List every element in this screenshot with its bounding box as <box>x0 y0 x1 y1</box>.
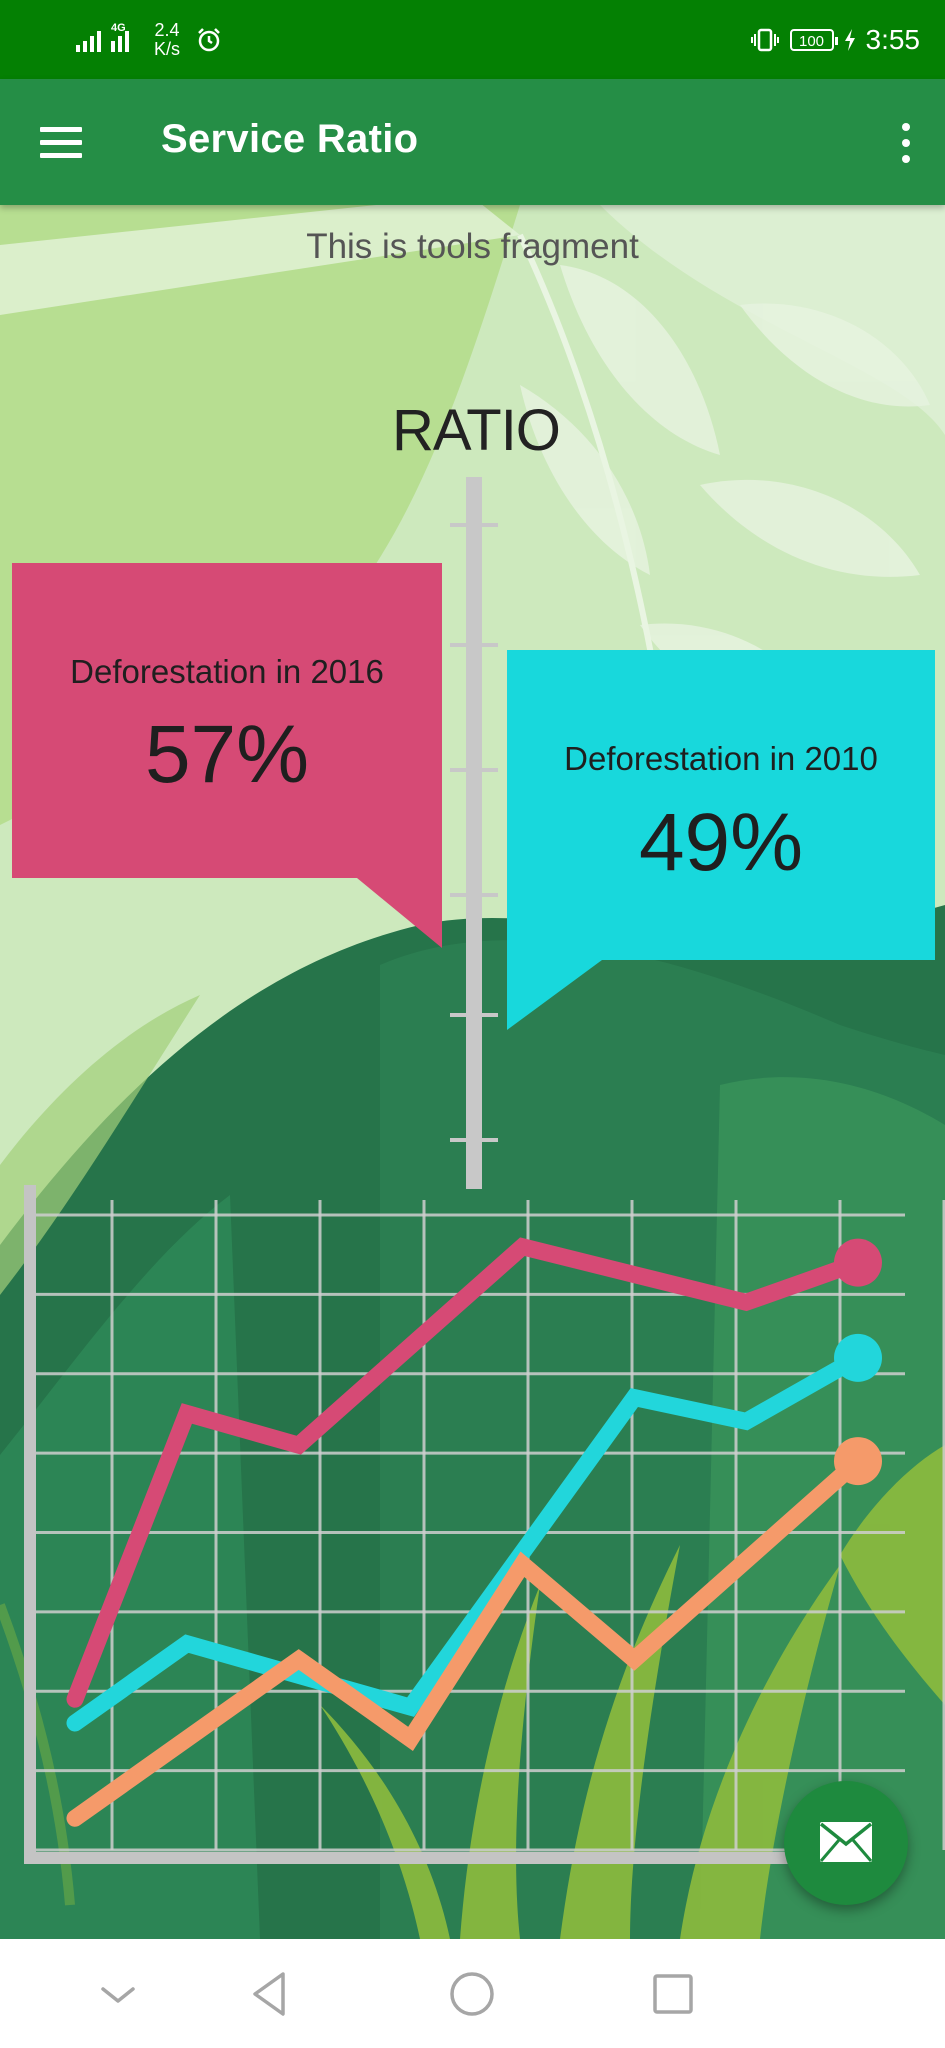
callout-2016: Deforestation in 2016 57% <box>12 563 442 948</box>
callout-2010: Deforestation in 2010 49% <box>507 650 935 1030</box>
recents-icon[interactable] <box>646 1967 700 2021</box>
series-endpoint-3 <box>834 1437 882 1486</box>
home-icon[interactable] <box>445 1967 499 2021</box>
fragment-text: This is tools fragment <box>306 227 639 266</box>
charging-icon <box>844 29 855 51</box>
chart-series <box>66 1237 882 1827</box>
ratio-axis <box>450 477 498 1189</box>
more-vertical-icon[interactable] <box>873 111 937 175</box>
collapse-icon[interactable] <box>91 1967 145 2021</box>
signal-icon <box>76 28 101 52</box>
series-line-1 <box>66 1237 867 1708</box>
vibrate-icon <box>750 28 779 52</box>
clock: 3:55 <box>865 24 921 55</box>
series-line-2 <box>66 1349 867 1732</box>
callout-2010-shape <box>507 650 935 1030</box>
series-line-3 <box>66 1452 867 1827</box>
main-content: This is tools fragment RATIO Deforestati… <box>0 205 945 1939</box>
back-icon[interactable] <box>243 1967 297 2021</box>
network-speed-unit: K/s <box>154 39 181 59</box>
status-left: 4G 2.4 K/s <box>76 18 222 62</box>
network-type: 4G <box>111 22 126 34</box>
infographic-heading: RATIO <box>392 398 561 463</box>
chart-axes <box>24 1185 835 1864</box>
fab-mail-button[interactable] <box>784 1781 908 1905</box>
chart-axis <box>24 1185 835 1864</box>
callout-2016-shape <box>12 563 442 948</box>
callout-2010-label: Deforestation in 2010 <box>564 740 878 777</box>
series-endpoint-2 <box>834 1333 882 1382</box>
callout-2016-label: Deforestation in 2016 <box>70 653 384 690</box>
page-title: Service Ratio <box>161 117 419 161</box>
battery-level: 100 <box>798 33 825 50</box>
callout-2010-value: 49% <box>638 797 804 888</box>
series-endpoint-1 <box>834 1238 882 1287</box>
callout-2016-value: 57% <box>144 709 310 800</box>
mail-icon <box>819 1822 873 1862</box>
status-right: 100 3:55 <box>750 20 921 60</box>
navigation-bar <box>0 1939 945 2048</box>
app-bar: Service Ratio <box>0 79 945 205</box>
network-speed: 2.4 K/s <box>154 21 180 59</box>
hamburger-menu-icon[interactable] <box>24 113 100 171</box>
network-speed-value: 2.4 <box>154 20 180 40</box>
battery-icon: 100 <box>789 29 838 51</box>
status-bar: 4G 2.4 K/s 100 3:55 <box>0 0 945 79</box>
signal-4g-icon: 4G <box>111 22 136 52</box>
line-chart <box>24 1185 945 1864</box>
alarm-icon <box>198 28 220 52</box>
